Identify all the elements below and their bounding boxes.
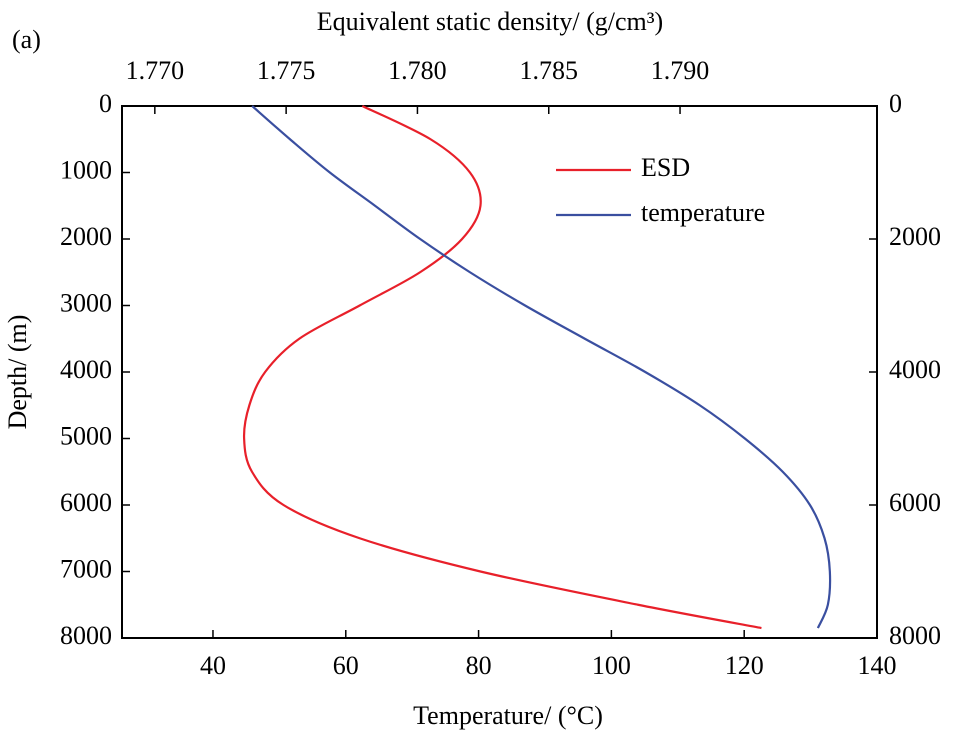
y2-tick-label: 2000 [889, 222, 941, 251]
data-line [242, 105, 762, 630]
x2-tick-label: 1.790 [651, 56, 710, 85]
x-axis-label: Temperature/ (°C) [413, 701, 603, 730]
plot-frame [121, 105, 878, 639]
x-tick-label: 100 [592, 651, 631, 680]
y2-tick-label: 4000 [889, 355, 941, 384]
x2-tick-label: 1.785 [519, 56, 578, 85]
legend-label: temperature [641, 198, 765, 227]
y-tick-label: 6000 [60, 488, 112, 517]
panel-label: (a) [12, 25, 41, 54]
x2-tick-label: 1.780 [388, 56, 447, 85]
legend-label: ESD [641, 153, 690, 182]
y-tick-label: 2000 [60, 222, 112, 251]
y2-tick-label: 6000 [889, 488, 941, 517]
y-axis-label: Depth/ (m) [3, 315, 32, 430]
x-tick-label: 60 [333, 651, 359, 680]
y-tick-label: 5000 [60, 421, 112, 450]
x2-axis-label: Equivalent static density/ (g/cm³) [317, 7, 663, 36]
y-tick-label: 0 [99, 89, 112, 118]
y-tick-label: 4000 [60, 355, 112, 384]
y-tick-label: 3000 [60, 288, 112, 317]
x-tick-label: 120 [725, 651, 764, 680]
data-line [251, 105, 832, 629]
x-tick-label: 40 [200, 651, 226, 680]
x2-tick-label: 1.775 [257, 56, 316, 85]
y2-tick-label: 0 [889, 89, 902, 118]
x-tick-label: 80 [466, 651, 492, 680]
y-tick-label: 1000 [60, 155, 112, 184]
y-tick-label: 8000 [60, 621, 112, 650]
x-tick-label: 140 [858, 651, 897, 680]
x2-tick-label: 1.770 [126, 56, 185, 85]
y2-tick-label: 8000 [889, 621, 941, 650]
y-tick-label: 7000 [60, 554, 112, 583]
